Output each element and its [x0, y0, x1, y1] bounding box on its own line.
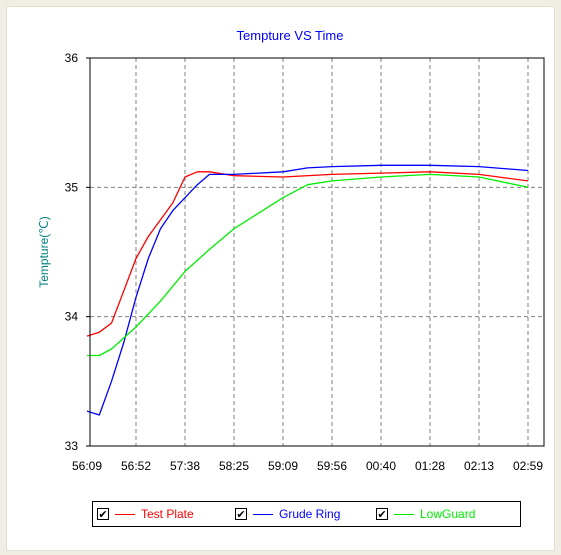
- y-tick-label: 36: [65, 51, 79, 65]
- y-axis-label: Tempture(℃): [37, 216, 51, 288]
- y-tick-label: 35: [65, 180, 79, 194]
- x-tick-label: 57:38: [170, 459, 200, 473]
- legend-item-grude-ring[interactable]: ✔ Grude Ring: [235, 504, 340, 524]
- x-tick-label: 02:59: [513, 459, 543, 473]
- x-tick-label: 02:13: [464, 459, 494, 473]
- y-tick-label: 34: [65, 310, 79, 324]
- x-tick-label: 59:09: [268, 459, 298, 473]
- x-tick-label: 56:09: [72, 459, 102, 473]
- legend-label-grude-ring: Grude Ring: [279, 507, 341, 521]
- chart-title: Tempture VS Time: [237, 28, 344, 43]
- legend-item-lowguard[interactable]: ✔ LowGuard: [376, 504, 475, 524]
- x-tick-label: 00:40: [366, 459, 396, 473]
- x-tick-label: 56:52: [121, 459, 151, 473]
- legend: ✔ Test Plate ✔ Grude Ring ✔ LowGuard: [92, 501, 521, 527]
- legend-checkbox-grude-ring[interactable]: ✔: [235, 507, 247, 521]
- x-tick-label: 58:25: [219, 459, 249, 473]
- x-tick-label: 01:28: [415, 459, 445, 473]
- legend-label-lowguard: LowGuard: [420, 507, 476, 521]
- series-line-test-plate: [86, 171, 529, 337]
- legend-checkbox-lowguard[interactable]: ✔: [376, 507, 388, 521]
- x-tick-label: 59:56: [317, 459, 347, 473]
- legend-swatch-lowguard: [394, 513, 414, 515]
- series-line-grude-ring: [86, 164, 529, 416]
- legend-swatch-grude-ring: [253, 513, 273, 515]
- plot-area: [89, 57, 545, 447]
- legend-swatch-test-plate: [115, 513, 135, 515]
- chart-frame: [6, 6, 555, 551]
- legend-item-test-plate[interactable]: ✔ Test Plate: [97, 504, 194, 524]
- series-line-lowguard: [87, 173, 529, 357]
- legend-label-test-plate: Test Plate: [141, 507, 194, 521]
- legend-checkbox-test-plate[interactable]: ✔: [97, 507, 109, 521]
- y-tick-label: 33: [65, 439, 79, 453]
